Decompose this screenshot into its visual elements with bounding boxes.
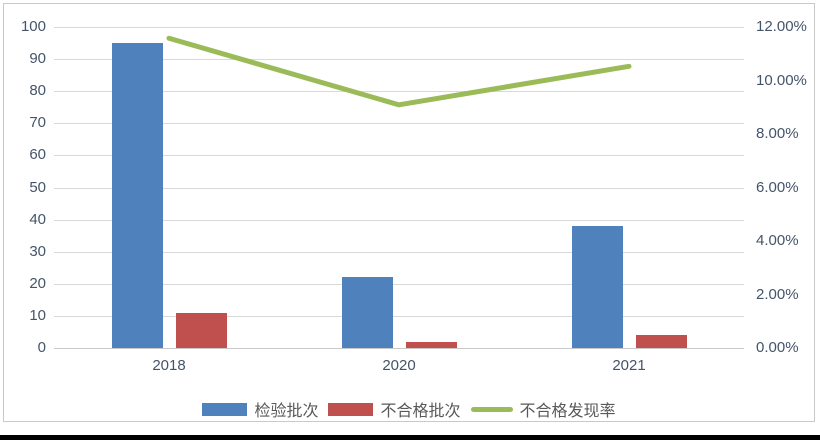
legend-line-swatch-icon: [470, 406, 513, 412]
left-axis-tick: 30: [29, 242, 46, 260]
gridline: [54, 187, 744, 189]
bar-red-2020: [405, 341, 457, 348]
left-axis-tick: 40: [29, 210, 46, 228]
bar-red-2018: [175, 312, 227, 348]
x-axis-line: [54, 348, 744, 349]
gridline: [54, 27, 744, 28]
left-axis-tick: 50: [29, 178, 46, 196]
left-axis-tick: 0: [37, 339, 46, 356]
left-axis-tick: 10: [29, 306, 46, 324]
legend-bar-swatch-icon: [202, 402, 248, 416]
left-axis-tick: 90: [29, 50, 46, 68]
bar-blue-2020: [341, 277, 393, 348]
line-series: [166, 35, 632, 108]
gridline: [54, 91, 744, 93]
left-axis-tick: 70: [29, 114, 46, 132]
bar-red-2021: [635, 335, 687, 348]
right-axis-tick: 6.00%: [756, 178, 799, 196]
legend: 检验批次 不合格批次 不合格发现率: [4, 397, 814, 421]
gridline: [54, 315, 744, 317]
legend-label: 检验批次: [254, 403, 319, 420]
right-axis-tick: 10.00%: [756, 71, 807, 89]
left-axis-tick: 20: [29, 274, 46, 292]
legend-item: 不合格发现率: [470, 397, 616, 421]
right-axis-tick: 12.00%: [756, 18, 807, 35]
x-axis-label-2018: 2018: [152, 357, 186, 374]
gridline: [54, 123, 744, 125]
x-axis-label-2020: 2020: [382, 357, 416, 374]
left-axis-tick: 80: [29, 82, 46, 100]
gridline: [54, 59, 744, 61]
right-axis-tick: 4.00%: [756, 232, 799, 249]
bottom-strip: [0, 435, 820, 440]
bar-blue-2021: [571, 226, 623, 348]
chart-frame: 0 10 20 30 40 50 60 70 80 90 100 0.00% 2.00% 4.00% 6.…: [3, 3, 815, 422]
legend-item: 不合格批次: [328, 397, 461, 421]
left-axis-tick: 60: [29, 146, 46, 164]
legend-bar-swatch-icon: [328, 402, 374, 416]
gridline: [54, 251, 744, 253]
right-axis-tick: 0.00%: [756, 339, 799, 356]
plot-area: [54, 27, 744, 349]
x-axis-label-2021: 2021: [612, 357, 646, 374]
right-axis-tick: 2.00%: [756, 285, 799, 303]
gridline: [54, 155, 744, 157]
legend-label: 不合格发现率: [519, 403, 616, 420]
gridline: [54, 283, 744, 285]
bar-blue-2018: [111, 43, 163, 348]
right-axis-tick: 8.00%: [756, 125, 799, 142]
gridline: [54, 219, 744, 221]
legend-item: 检验批次: [202, 397, 318, 421]
line-series-layer: [166, 35, 632, 108]
legend-label: 不合格批次: [380, 403, 461, 420]
left-axis-tick: 100: [20, 18, 46, 35]
